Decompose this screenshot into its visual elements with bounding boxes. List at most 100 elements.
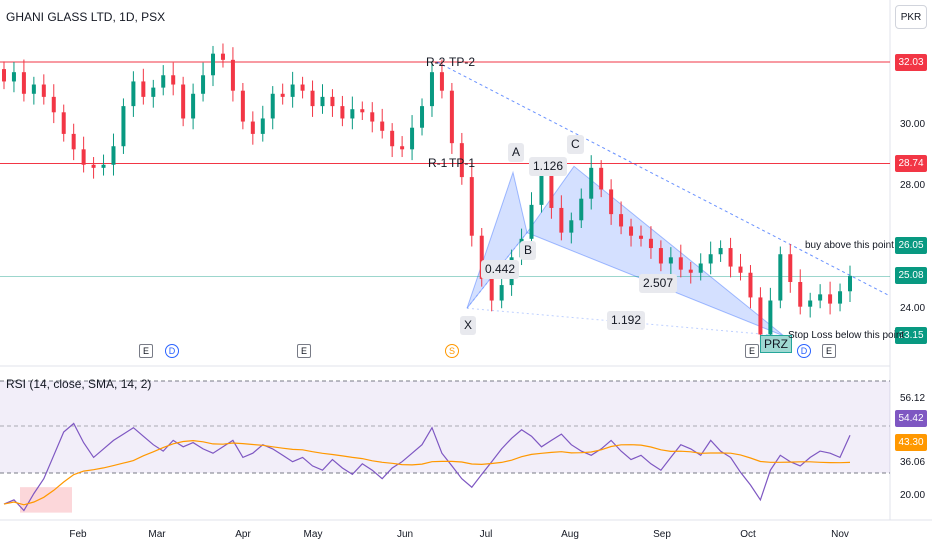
rsi-title: RSI (14, close, SMA, 14, 2) [6,377,152,391]
candle-body [320,96,325,107]
point-b-label: B [520,241,537,260]
candle-body [240,90,245,122]
price-tag-r1: 28.74 [895,155,927,172]
candle-body [171,75,176,85]
ratio-xd-label: 1.192 [607,311,646,330]
earnings-event-icon[interactable]: E [297,344,311,358]
candles [2,43,852,346]
candle-body [648,238,653,249]
ratio-xb-label: 0.442 [481,260,520,279]
stop-loss-note: Stop Loss below this point [788,330,905,341]
time-tick: Jul [479,529,493,540]
candle-body [161,75,166,88]
earnings-event-icon[interactable]: E [745,344,759,358]
candle-body [848,275,852,292]
candle-body [11,72,16,82]
chart-grid [0,0,932,521]
candle-body [260,118,265,134]
candle-body [529,204,534,239]
candle-body [668,257,673,264]
candle-body [429,72,434,107]
dividend-event-icon[interactable]: D [165,344,179,358]
candle-body [191,93,196,119]
candle-body [758,297,763,335]
label-r1: R-1 [428,156,448,170]
candle-body [828,294,833,304]
candle-body [340,106,345,119]
candle-body [131,81,136,107]
ratio-bd-label: 2.507 [639,274,678,293]
point-a-label: A [508,143,525,162]
candle-body [569,220,574,233]
candle-body [91,164,96,168]
rsi-line [3,422,851,512]
candle-body [479,235,484,279]
candle-body [698,263,703,273]
candle-body [549,174,554,208]
candle-body [678,257,683,270]
candle-body [579,198,584,221]
label-tp1: TP-1 [449,156,476,170]
candle-body [400,146,405,150]
candle-body [121,106,126,147]
rsi-tick: 20.00 [900,490,926,501]
candle-body [250,121,255,134]
candle-body [111,146,116,165]
point-x-label: X [460,316,477,335]
time-tick: Jun [396,529,414,540]
candle-body [609,189,614,215]
candle-body [220,53,225,60]
candle-body [728,248,733,267]
candle-body [559,207,564,233]
candle-body [390,130,395,147]
split-event-icon[interactable]: S [445,344,459,358]
candle-body [370,112,375,122]
candle-body [360,109,365,113]
ratio-ac-label: 1.126 [529,157,568,176]
candle-body [270,93,275,119]
buy-note: buy above this point [805,240,894,251]
candle-body [290,84,295,97]
price-tag-last: 25.08 [895,267,927,284]
candle-body [71,133,76,150]
dividend-event-icon[interactable]: D [797,344,811,358]
candle-body [708,254,713,264]
earnings-event-icon[interactable]: E [139,344,153,358]
candle-body [838,291,843,304]
candle-body [619,214,624,227]
price-tick: 30.00 [900,119,926,130]
candle-body [310,90,315,107]
currency-button[interactable]: PKR [895,5,927,29]
candle-body [748,272,753,298]
pattern-xd-line [466,307,785,337]
candle-body [658,248,663,264]
time-tick: Feb [69,529,87,540]
price-tick: 28.00 [900,180,926,191]
candle-body [489,278,494,301]
earnings-event-icon[interactable]: E [822,344,836,358]
symbol-title: GHANI GLASS LTD, 1D, PSX [6,10,166,24]
candle-body [818,294,823,301]
candle-body [469,177,474,236]
candle-body [738,266,743,273]
candle-body [61,112,66,134]
candle-body [459,143,464,178]
candle-body [788,254,793,283]
point-c-label: C [567,135,584,154]
pattern-bcd [526,165,785,337]
candle-body [300,84,305,91]
candle-body [420,106,425,128]
label-r2: R-2 [426,55,446,69]
candle-body [330,96,335,107]
candle-body [599,167,604,190]
candle-body [280,93,285,97]
candle-body [410,127,415,150]
time-tick: Aug [561,529,579,540]
candle-body [539,174,544,205]
candle-body [31,84,36,94]
candle-body [589,167,594,199]
time-tick: Apr [235,529,251,540]
candle-body [380,121,385,131]
rsi-sma-tag: 43.30 [895,434,927,451]
